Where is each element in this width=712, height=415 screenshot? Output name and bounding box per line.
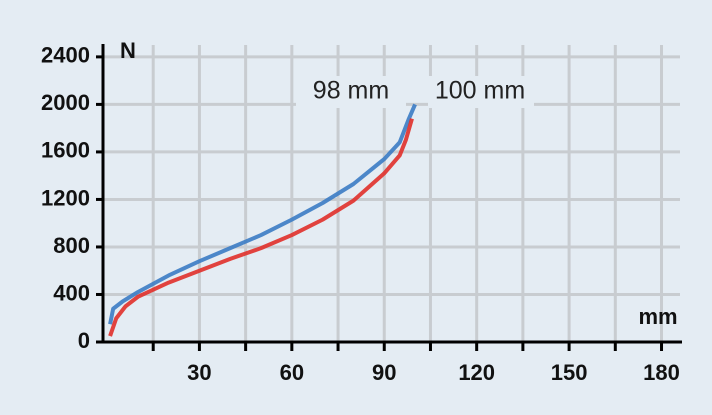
annotation: 100 mm <box>435 77 525 105</box>
y-tick-label: 2400 <box>41 43 90 68</box>
y-tick-label: 2000 <box>41 90 90 115</box>
x-axis-label: mm <box>638 304 677 329</box>
x-tick-label: 180 <box>643 360 680 385</box>
y-tick-label: 800 <box>53 233 90 258</box>
x-tick-label: 120 <box>458 360 495 385</box>
y-tick-label: 0 <box>78 328 90 353</box>
y-tick-label: 400 <box>53 280 90 305</box>
x-tick-label: 30 <box>187 360 211 385</box>
x-tick-label: 90 <box>372 360 396 385</box>
y-tick-label: 1600 <box>41 138 90 163</box>
annotation: 98 mm <box>313 77 389 105</box>
line <box>108 103 417 325</box>
x-tick-label: 60 <box>280 360 304 385</box>
y-axis-label: N <box>120 38 136 63</box>
annotation-box <box>296 76 406 108</box>
annotation-box <box>428 76 534 108</box>
line <box>108 118 414 337</box>
x-tick-label: 150 <box>551 360 588 385</box>
y-tick-label: 1200 <box>41 185 90 210</box>
